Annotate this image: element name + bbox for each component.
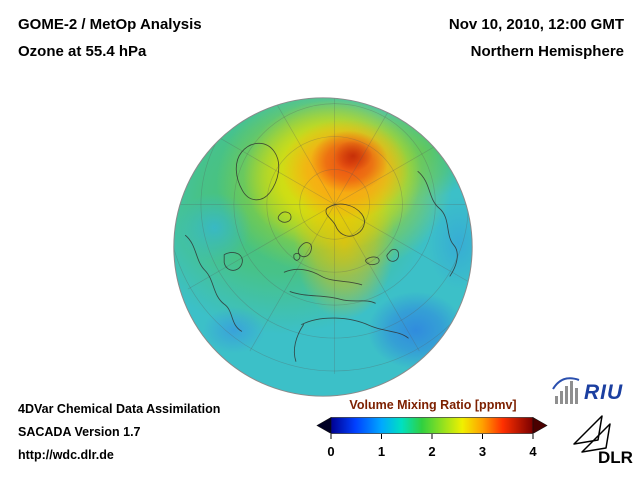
colorbar-tick-label: 0: [327, 444, 335, 459]
colorbar-tick-label: 3: [478, 444, 487, 459]
globe-svg: [173, 97, 473, 397]
dlr-label: DLR: [598, 448, 633, 467]
colorbar-left-arrow-icon: [316, 416, 332, 435]
colorbar-tick-label: 4: [529, 444, 537, 459]
colorbar-gradient: [330, 417, 534, 434]
dlr-logo: DLR: [568, 410, 633, 474]
plot-hemisphere: Northern Hemisphere: [470, 43, 624, 60]
riu-label: RIU: [584, 381, 624, 404]
globe-map: [168, 92, 478, 402]
colorbar: [316, 416, 548, 443]
colorbar-tick-label: 2: [428, 444, 436, 459]
dlr-logo-icon: [573, 415, 611, 453]
plot-title: GOME-2 / MetOp Analysis: [18, 16, 202, 33]
colorbar-title: Volume Mixing Ratio [ppmv]: [349, 398, 517, 412]
plot-datetime-block: Nov 10, 2010, 12:00 GMT Northern Hemisph…: [449, 11, 624, 65]
riu-logo: RIU: [552, 376, 632, 406]
riu-logo-icon: [552, 377, 580, 404]
plot-title-block: GOME-2 / MetOp Analysis Ozone at 55.4 hP…: [18, 11, 202, 65]
plot-subtitle: Ozone at 55.4 hPa: [18, 43, 147, 60]
colorbar-svg: [316, 416, 548, 439]
credits-block: 4DVar Chemical Data Assimilation SACADA …: [18, 398, 220, 467]
plot-datetime: Nov 10, 2010, 12:00 GMT: [448, 16, 624, 33]
globe-limb: [173, 97, 473, 397]
colorbar-tick-marks: [330, 434, 534, 439]
credit-assimilation: 4DVar Chemical Data Assimilation: [18, 402, 221, 416]
colorbar-tick-labels: 0 1 2 3 4: [316, 444, 548, 460]
ozone-field: [173, 97, 473, 370]
colorbar-right-arrow-icon: [532, 416, 548, 435]
coastlines: [185, 142, 458, 362]
credit-version: SACADA Version 1.7: [18, 425, 141, 439]
credit-url: http://wdc.dlr.de: [18, 448, 114, 462]
colorbar-tick-label: 1: [377, 444, 386, 459]
